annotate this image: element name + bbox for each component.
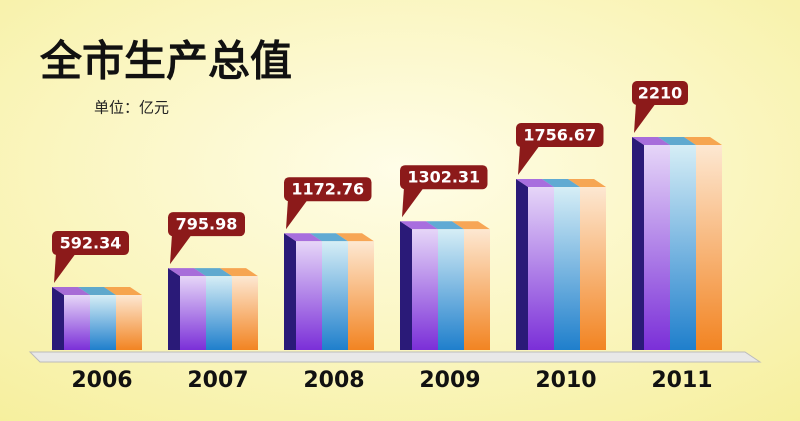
bar-top xyxy=(542,179,580,188)
bar-side xyxy=(284,233,296,350)
label-tail xyxy=(54,253,76,284)
label-box xyxy=(52,231,129,256)
bar-top xyxy=(194,268,232,277)
bar-top xyxy=(400,221,438,230)
bar-top xyxy=(284,233,322,242)
bar-face xyxy=(116,295,142,350)
bar-side xyxy=(516,179,528,350)
bar-face xyxy=(90,295,116,350)
x-tick-label: 2008 xyxy=(303,368,364,393)
data-label: 1172.76 xyxy=(291,180,364,199)
bar-face xyxy=(554,187,580,350)
data-label: 795.98 xyxy=(176,215,238,234)
bar-face xyxy=(232,276,258,350)
label-tail xyxy=(518,145,540,176)
bar-side xyxy=(168,268,180,350)
label-box xyxy=(632,81,688,105)
bar-top xyxy=(632,137,670,145)
chart-title: 全市生产总值 xyxy=(39,37,292,86)
floor xyxy=(28,351,762,363)
bar-top xyxy=(168,268,206,277)
bar-top xyxy=(516,179,554,188)
data-label: 1302.31 xyxy=(407,168,480,187)
label-box xyxy=(400,165,488,190)
bar-top xyxy=(568,179,606,188)
label-box xyxy=(284,177,372,202)
label-tail xyxy=(286,199,308,230)
x-tick-label: 2006 xyxy=(71,368,132,393)
bar-face xyxy=(206,276,232,350)
label-tail xyxy=(634,103,656,133)
subtitle: 单位：亿元 xyxy=(94,99,169,117)
bar-top xyxy=(336,233,374,242)
bar-top xyxy=(658,137,696,145)
bar-face xyxy=(296,241,322,350)
bar-face xyxy=(580,187,606,350)
label-tail xyxy=(170,234,192,265)
bar-face xyxy=(696,145,722,350)
x-tick-label: 2010 xyxy=(535,368,596,393)
bar-side xyxy=(400,221,412,350)
bar-face xyxy=(528,187,554,350)
bar-top xyxy=(684,137,722,145)
x-tick-label: 2011 xyxy=(651,368,712,393)
bar-face xyxy=(438,229,464,350)
label-box xyxy=(168,212,245,237)
bar-top xyxy=(452,221,490,230)
bar-face xyxy=(180,276,206,350)
bar-top xyxy=(426,221,464,230)
bar-face xyxy=(412,229,438,350)
label-box xyxy=(516,123,604,148)
x-tick-label: 2007 xyxy=(187,368,248,393)
bar-face xyxy=(670,145,696,350)
bar-top xyxy=(104,287,142,296)
data-label: 592.34 xyxy=(60,234,122,253)
bar-face xyxy=(644,145,670,350)
x-tick-label: 2009 xyxy=(419,368,480,393)
label-tail xyxy=(402,187,424,218)
bar-side xyxy=(52,287,64,350)
bar-face xyxy=(348,241,374,350)
bar-top xyxy=(52,287,90,296)
bar-top xyxy=(78,287,116,296)
data-label: 2210 xyxy=(638,84,683,103)
bar-top xyxy=(220,268,258,277)
bar-face xyxy=(464,229,490,350)
data-label: 1756.67 xyxy=(523,126,596,145)
bar-face xyxy=(322,241,348,350)
bar-side xyxy=(632,137,644,350)
bar-face xyxy=(64,295,90,350)
bar-top xyxy=(310,233,348,242)
